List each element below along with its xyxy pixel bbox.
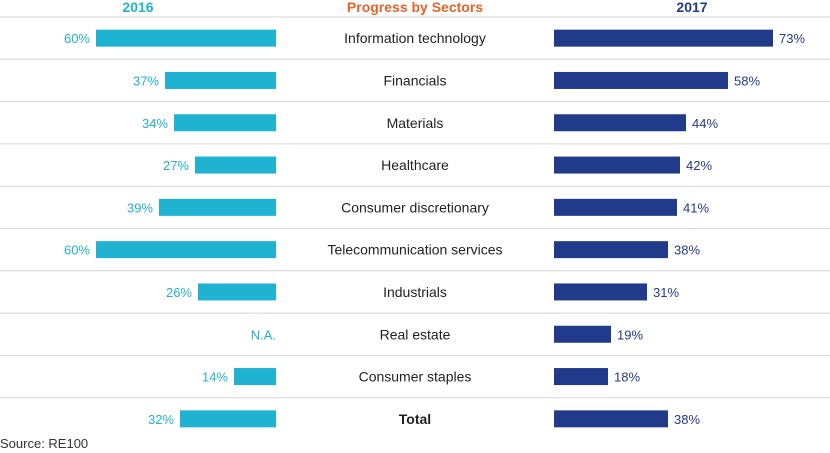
- bar-2017: [554, 241, 668, 259]
- bar-2016: [96, 29, 276, 47]
- category-label: Real estate: [380, 326, 451, 342]
- value-label-2017: 38%: [674, 412, 700, 427]
- value-label-2017: 19%: [617, 327, 643, 342]
- category-label: Financials: [383, 72, 446, 88]
- bar-2017: [554, 156, 680, 174]
- bar-2016: [174, 114, 276, 132]
- bar-2016: [165, 71, 276, 89]
- value-label-2016: 37%: [133, 73, 159, 88]
- category-label: Consumer discretionary: [341, 199, 489, 215]
- bar-2017: [554, 71, 728, 89]
- category-label: Total: [399, 411, 431, 427]
- category-label: Telecommunication services: [327, 242, 502, 258]
- bar-2016: [234, 368, 276, 386]
- value-label-2016: 60%: [64, 243, 90, 258]
- value-label-2016: 60%: [64, 31, 90, 46]
- bar-2016: [195, 156, 276, 174]
- value-label-2016: 34%: [142, 116, 168, 131]
- bar-2016: [198, 283, 276, 301]
- value-label-2017: 42%: [686, 158, 712, 173]
- value-label-2017: 38%: [674, 243, 700, 258]
- category-label: Consumer staples: [359, 369, 472, 385]
- source-note: Source: RE100: [0, 436, 89, 451]
- bar-2017: [554, 283, 647, 301]
- header-2017: 2017: [676, 0, 707, 15]
- bar-2017: [554, 114, 686, 132]
- category-label: Materials: [387, 115, 444, 131]
- value-label-2017: 73%: [779, 31, 805, 46]
- bar-2017: [554, 29, 773, 47]
- bar-2016: [159, 198, 276, 216]
- category-label: Information technology: [344, 30, 486, 46]
- value-label-2017: 58%: [734, 73, 760, 88]
- value-label-2017: 18%: [614, 370, 640, 385]
- value-label-2016: N.A.: [251, 327, 276, 342]
- value-label-2016: 26%: [166, 285, 192, 300]
- value-label-2017: 41%: [683, 200, 709, 215]
- category-label: Healthcare: [381, 157, 449, 173]
- value-label-2016: 39%: [127, 200, 153, 215]
- bar-2016: [96, 241, 276, 259]
- chart-title: Progress by Sectors: [347, 0, 483, 15]
- value-label-2016: 32%: [148, 412, 174, 427]
- value-label-2017: 31%: [653, 285, 679, 300]
- value-label-2017: 44%: [692, 116, 718, 131]
- header-2016: 2016: [122, 0, 153, 15]
- bar-2017: [554, 325, 611, 343]
- bar-2017: [554, 368, 608, 386]
- value-label-2016: 14%: [202, 370, 228, 385]
- value-label-2016: 27%: [163, 158, 189, 173]
- category-label: Industrials: [383, 284, 447, 300]
- bar-2017: [554, 410, 668, 428]
- chart: 2016 Progress by Sectors 2017 Information t…: [0, 0, 830, 428]
- bar-2016: [180, 410, 276, 428]
- bar-2017: [554, 198, 677, 216]
